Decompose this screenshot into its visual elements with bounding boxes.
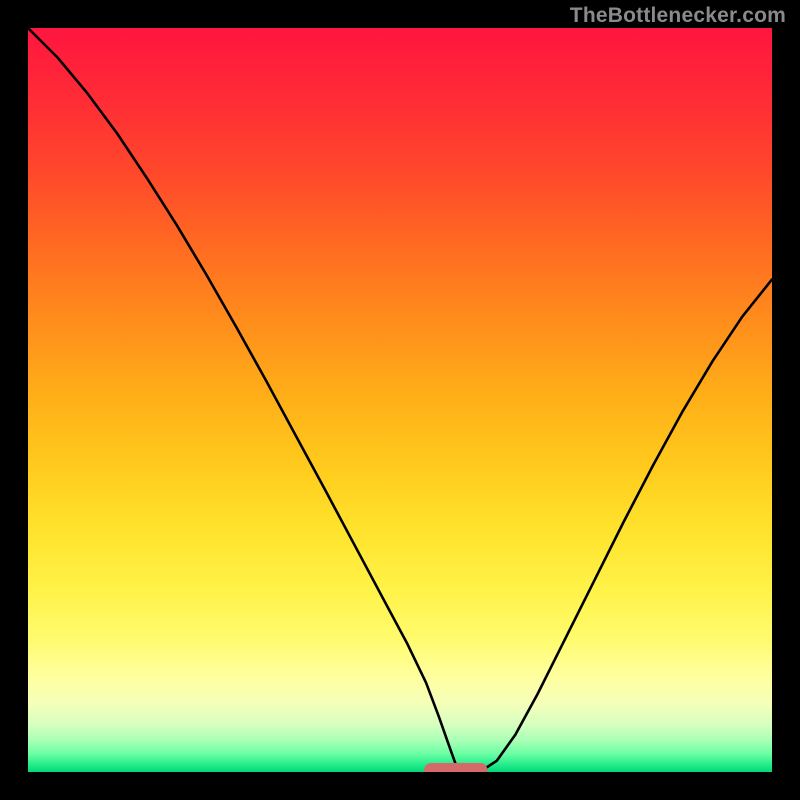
watermark-text: TheBottlenecker.com <box>570 4 786 28</box>
plot-area <box>28 28 772 772</box>
chart-frame: TheBottlenecker.com <box>0 0 800 800</box>
bottleneck-curve-chart <box>28 28 772 772</box>
optimum-marker <box>424 763 487 772</box>
gradient-background <box>28 28 772 772</box>
